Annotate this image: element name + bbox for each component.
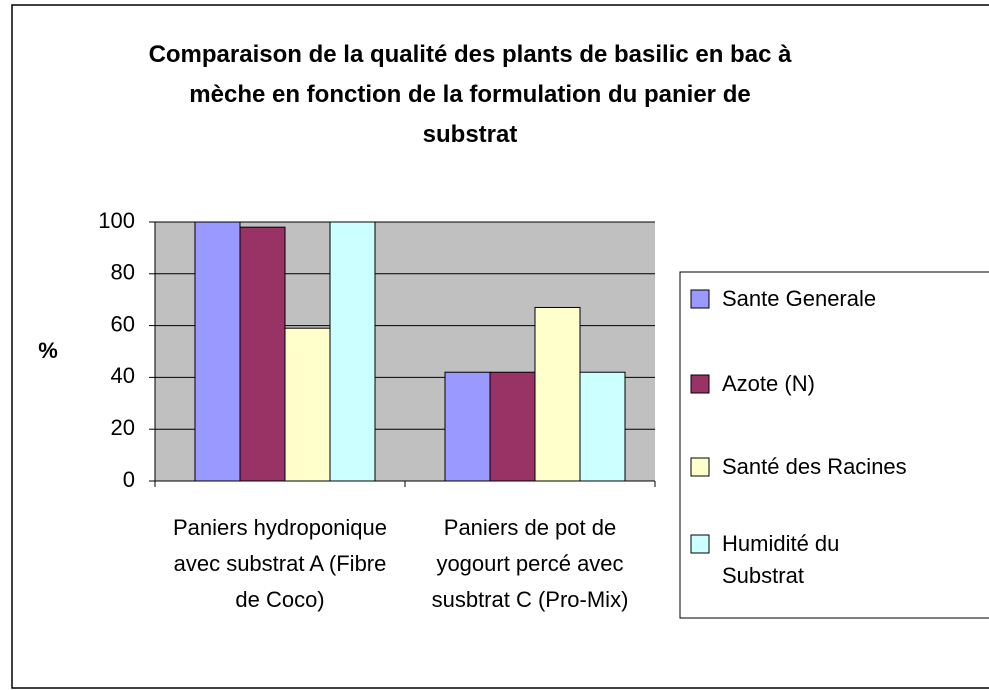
bar	[489, 371, 536, 482]
bar	[444, 371, 491, 482]
bar	[579, 371, 626, 482]
legend-swatch	[690, 457, 710, 477]
y-tick-label: 20	[111, 415, 135, 440]
bar	[239, 226, 286, 482]
legend-swatch	[690, 289, 710, 309]
bar	[534, 306, 581, 482]
legend-swatch	[690, 374, 710, 394]
x-tick-label: Paniers hydroponique avec substrat A (Fi…	[172, 515, 388, 612]
y-tick-label: 100	[98, 208, 135, 233]
y-axis-label: %	[38, 338, 58, 363]
bar	[194, 221, 241, 482]
legend-box	[679, 271, 989, 619]
legend-label: Sante Generale	[722, 286, 877, 311]
chart-title: Comparaison de la qualité des plants de …	[148, 41, 792, 148]
legend-label: Santé des Racines	[722, 454, 907, 479]
y-tick-label: 80	[111, 260, 135, 285]
y-tick-label: 40	[111, 363, 135, 388]
legend-label: Azote (N)	[722, 371, 815, 396]
bar	[329, 221, 376, 482]
legend-label: Humidité du Substrat	[722, 531, 840, 588]
x-tick-label: Paniers de pot de yogourt percé avec sus…	[431, 515, 629, 612]
y-tick-label: 60	[111, 311, 135, 336]
y-tick-label: 0	[123, 467, 135, 492]
bar	[284, 327, 331, 482]
legend-swatch	[690, 534, 710, 554]
